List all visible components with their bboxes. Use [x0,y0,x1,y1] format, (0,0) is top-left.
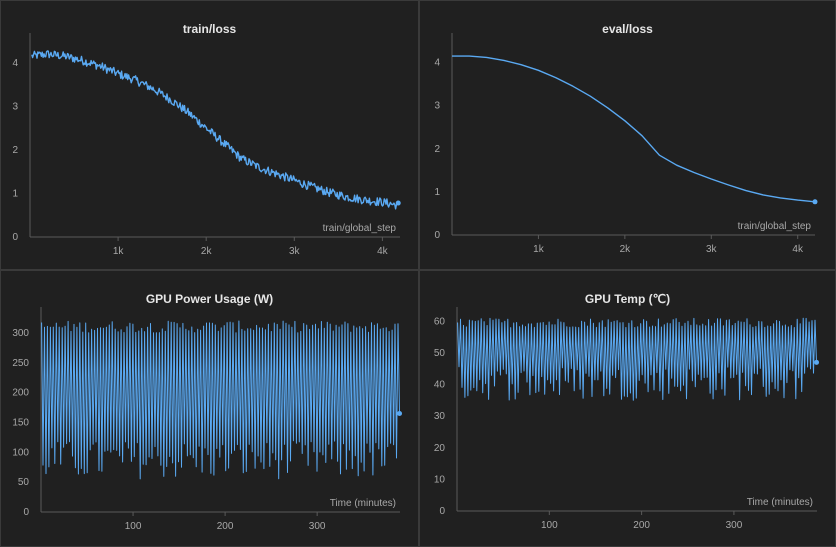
x-tick-label: 100 [125,521,142,532]
y-tick-label: 150 [12,417,29,428]
chart-gpu-temp: GPU Temp (℃) 0 10 20 30 40 50 60 100 200 300 Time (… [434,292,820,531]
x-tick-label: 3k [706,244,718,255]
x-tick-label: 200 [217,521,234,532]
x-tick-label: 2k [620,244,632,255]
x-tick-label: 3k [289,246,301,257]
x-tick-label: 1k [533,244,545,255]
x-tick-label: 2k [201,246,213,257]
y-tick-label: 2 [12,145,18,156]
series-line [31,50,399,210]
y-tick-label: 2 [434,144,440,155]
chart-title: GPU Power Usage (W) [146,292,273,306]
chart-title: train/loss [183,22,237,36]
x-tick-label: 4k [377,246,389,257]
series-line [452,55,816,203]
x-axis-label: Time (minutes) [747,497,813,508]
y-tick-label: 4 [12,58,18,69]
y-tick-label: 0 [434,230,440,241]
x-axis-label: train/global_step [738,221,812,232]
series-end-point [814,359,820,365]
y-tick-label: 40 [434,380,446,391]
y-tick-label: 300 [12,328,29,339]
chart-panel-eval-loss: eval/loss 0 1 2 3 4 1k 2k 3k 4k train/global_step [419,0,836,270]
y-tick-label: 1 [12,188,18,199]
series-end-point [395,200,401,206]
y-tick-label: 0 [439,506,445,517]
y-tick-label: 50 [18,477,30,488]
x-axis-label: train/global_step [323,223,397,234]
series-line [457,317,817,401]
y-tick-label: 50 [434,348,446,359]
y-tick-label: 0 [23,507,29,518]
y-tick-label: 1 [434,187,440,198]
y-tick-label: 30 [434,411,446,422]
chart-train-loss: train/loss 0 1 2 3 4 1k 2k 3k 4k train/global_step [12,22,401,257]
y-tick-label: 3 [434,101,440,112]
x-tick-label: 1k [113,246,125,257]
chart-gpu-power: GPU Power Usage (W) 0 50 100 150 200 250 300 100… [12,292,403,532]
y-tick-label: 4 [434,58,440,69]
x-axis-label: Time (minutes) [330,498,396,509]
x-tick-label: 200 [633,520,650,531]
chart-panel-gpu-temp: GPU Temp (℃) 0 10 20 30 40 50 60 100 200 300 Time (… [419,270,836,547]
y-tick-label: 250 [12,358,29,369]
x-tick-label: 300 [309,521,326,532]
chart-panel-train-loss: train/loss 0 1 2 3 4 1k 2k 3k 4k train/global_step [0,0,419,270]
series-line [41,320,400,480]
x-tick-label: 100 [541,520,558,531]
y-tick-label: 20 [434,443,446,454]
chart-title: GPU Temp (℃) [585,292,670,306]
y-tick-label: 100 [12,447,29,458]
x-tick-label: 300 [726,520,743,531]
y-tick-label: 0 [12,232,18,243]
series-end-point [812,199,818,205]
y-tick-label: 10 [434,474,446,485]
x-tick-label: 4k [792,244,804,255]
chart-panel-gpu-power: GPU Power Usage (W) 0 50 100 150 200 250 300 100… [0,270,419,547]
y-tick-label: 3 [12,101,18,112]
y-tick-label: 200 [12,388,29,399]
series-end-point [397,411,403,416]
y-tick-label: 60 [434,316,446,327]
chart-title: eval/loss [602,22,653,36]
chart-eval-loss: eval/loss 0 1 2 3 4 1k 2k 3k 4k train/global_step [434,22,818,255]
